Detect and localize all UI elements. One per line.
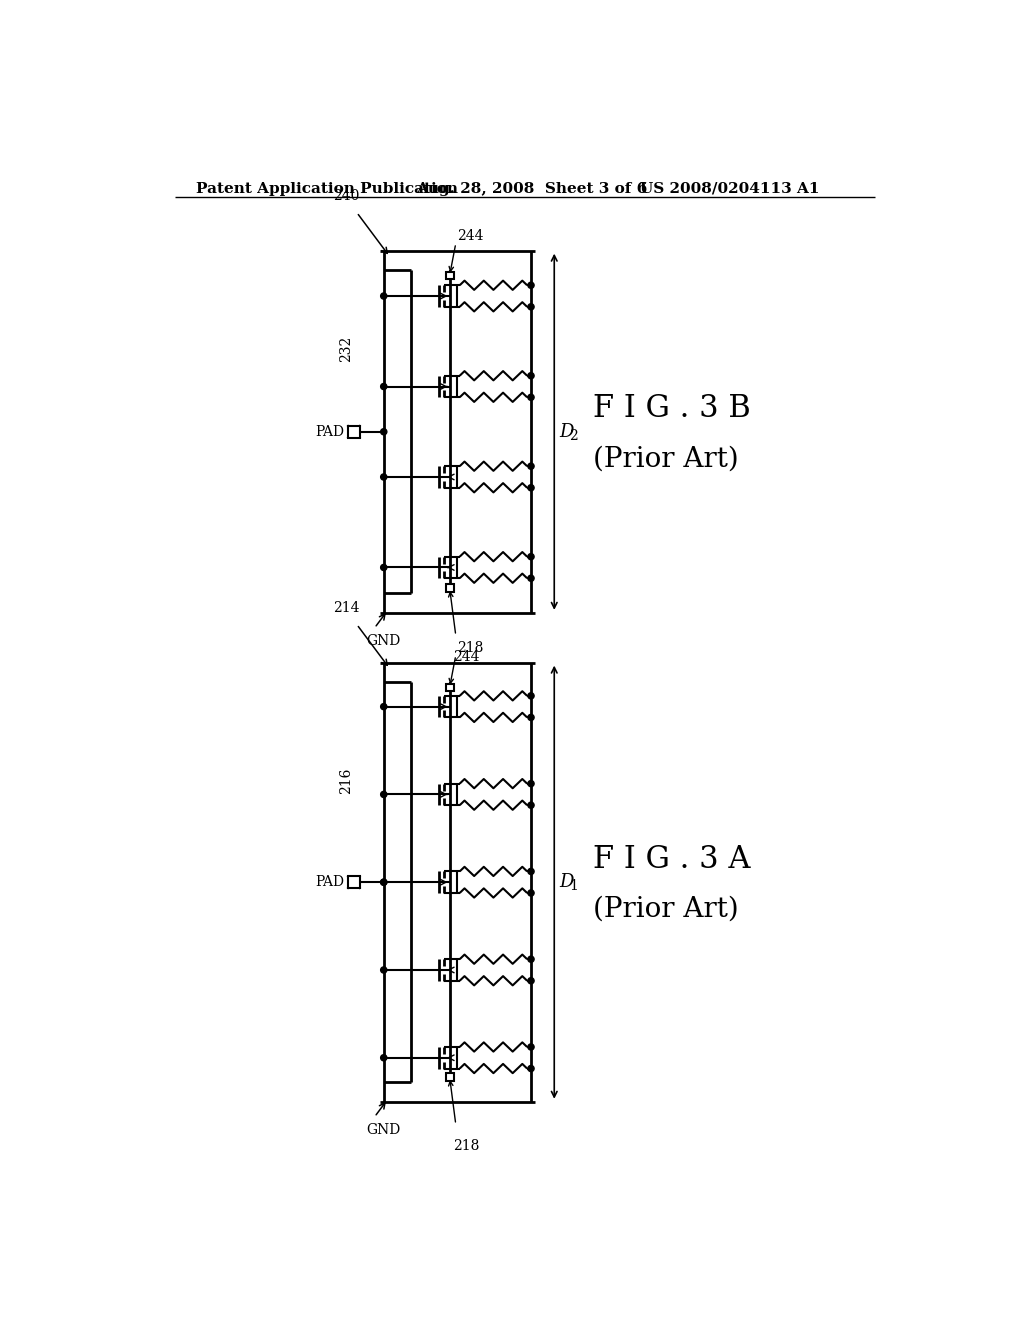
Circle shape	[528, 693, 535, 700]
Circle shape	[381, 565, 387, 570]
Circle shape	[381, 704, 387, 710]
Circle shape	[528, 956, 535, 962]
Circle shape	[528, 395, 535, 400]
Circle shape	[381, 792, 387, 797]
Circle shape	[528, 869, 535, 875]
Bar	[445, 272, 454, 280]
Circle shape	[381, 966, 387, 973]
Text: 218: 218	[458, 642, 483, 655]
Text: 240: 240	[334, 189, 359, 203]
Text: Patent Application Publication: Patent Application Publication	[197, 182, 458, 195]
Circle shape	[381, 474, 387, 480]
Circle shape	[528, 978, 535, 983]
Text: 244: 244	[458, 230, 484, 243]
Circle shape	[528, 714, 535, 721]
Text: PAD: PAD	[315, 425, 344, 438]
Circle shape	[528, 890, 535, 896]
Circle shape	[528, 463, 535, 470]
Text: PAD: PAD	[315, 875, 344, 890]
Text: D: D	[559, 422, 573, 441]
Circle shape	[528, 372, 535, 379]
Text: 216: 216	[339, 768, 353, 795]
Text: 1: 1	[569, 879, 578, 894]
Circle shape	[381, 429, 387, 434]
Circle shape	[528, 484, 535, 491]
Circle shape	[528, 780, 535, 787]
Circle shape	[381, 383, 387, 389]
Text: GND: GND	[367, 635, 401, 648]
Text: US 2008/0204113 A1: US 2008/0204113 A1	[640, 182, 819, 195]
Text: GND: GND	[367, 1123, 401, 1138]
Bar	[348, 876, 359, 888]
Text: F I G . 3 B: F I G . 3 B	[593, 393, 751, 424]
Circle shape	[528, 304, 535, 310]
Text: Aug. 28, 2008  Sheet 3 of 6: Aug. 28, 2008 Sheet 3 of 6	[417, 182, 647, 195]
Circle shape	[381, 1055, 387, 1061]
Bar	[445, 1073, 454, 1081]
Circle shape	[528, 1065, 535, 1072]
Circle shape	[381, 879, 387, 886]
Text: F I G . 3 A: F I G . 3 A	[593, 843, 751, 875]
Text: 232: 232	[339, 335, 353, 362]
Text: 214: 214	[334, 601, 359, 615]
Text: D: D	[559, 874, 573, 891]
Text: 218: 218	[454, 1139, 480, 1152]
Text: (Prior Art): (Prior Art)	[593, 896, 738, 923]
Text: 244: 244	[454, 649, 480, 664]
Circle shape	[528, 576, 535, 581]
Circle shape	[381, 293, 387, 300]
Circle shape	[528, 553, 535, 560]
Text: 2: 2	[569, 429, 578, 442]
Circle shape	[528, 282, 535, 288]
Bar	[348, 426, 359, 437]
Circle shape	[528, 1044, 535, 1051]
Bar	[445, 684, 454, 692]
Bar	[445, 585, 454, 591]
Circle shape	[528, 803, 535, 808]
Circle shape	[381, 879, 387, 886]
Text: (Prior Art): (Prior Art)	[593, 445, 738, 473]
